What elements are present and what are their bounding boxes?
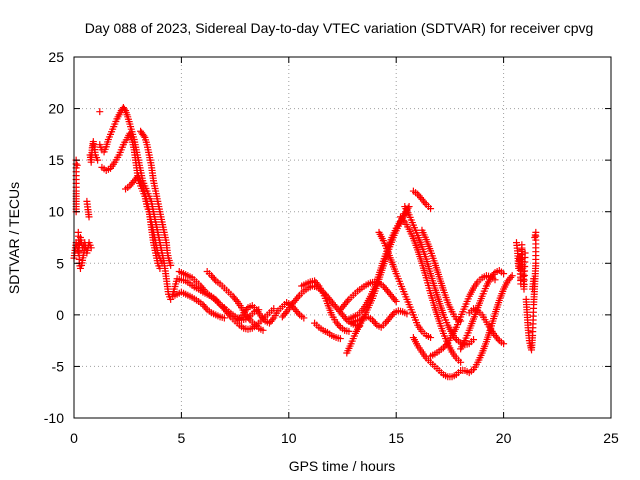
x-tick-label: 0 bbox=[70, 430, 78, 446]
data-point bbox=[202, 304, 210, 312]
series-sat-f bbox=[122, 172, 164, 272]
series-sat-o bbox=[311, 319, 344, 343]
y-tick-label: -5 bbox=[52, 358, 65, 374]
data-point bbox=[490, 270, 498, 278]
data-point bbox=[345, 327, 353, 335]
y-tick-label: 15 bbox=[48, 152, 64, 168]
data-point bbox=[521, 249, 529, 257]
data-point bbox=[268, 316, 276, 324]
data-point bbox=[421, 199, 429, 207]
data-marks bbox=[70, 104, 540, 381]
x-tick-label: 5 bbox=[178, 430, 186, 446]
series-sat-r bbox=[345, 207, 411, 323]
chart-title: Day 088 of 2023, Sidereal Day-to-day VTE… bbox=[85, 20, 594, 36]
series-sat-ac bbox=[512, 228, 540, 354]
series-sat-n bbox=[298, 277, 353, 335]
y-tick-label: 5 bbox=[56, 255, 64, 271]
data-point bbox=[215, 299, 223, 307]
y-tick-label: -10 bbox=[44, 410, 64, 426]
data-point bbox=[260, 315, 268, 323]
data-point bbox=[427, 334, 435, 342]
y-axis-label: SDTVAR / TECUs bbox=[6, 182, 22, 294]
data-point bbox=[167, 261, 175, 269]
series-sat-j bbox=[169, 288, 228, 322]
data-point bbox=[94, 156, 102, 164]
series-sat-x bbox=[418, 226, 465, 325]
data-point bbox=[76, 264, 84, 272]
data-point bbox=[500, 270, 508, 278]
series-sat-s bbox=[347, 307, 411, 331]
data-point bbox=[494, 335, 502, 343]
x-tick-label: 15 bbox=[388, 430, 404, 446]
data-point bbox=[399, 216, 407, 224]
data-point bbox=[427, 205, 435, 213]
x-tick-label: 20 bbox=[496, 430, 512, 446]
y-tick-label: 25 bbox=[48, 49, 64, 65]
data-point bbox=[294, 309, 302, 317]
series-sat-aa bbox=[457, 267, 508, 353]
series-sat-t bbox=[375, 228, 435, 342]
data-point bbox=[529, 285, 537, 293]
data-point bbox=[371, 319, 379, 327]
series-sat-u bbox=[409, 187, 435, 213]
data-point bbox=[442, 340, 450, 348]
series-sat-ab bbox=[465, 305, 508, 348]
data-point bbox=[470, 336, 478, 344]
data-point bbox=[156, 264, 164, 272]
data-point bbox=[210, 275, 218, 283]
plot-frame bbox=[73, 56, 612, 419]
series-sat-h bbox=[175, 268, 278, 333]
data-point bbox=[403, 310, 411, 318]
data-point bbox=[457, 358, 465, 366]
y-tick-label: 10 bbox=[48, 204, 64, 220]
data-point bbox=[300, 314, 308, 322]
data-point bbox=[232, 296, 240, 304]
data-point bbox=[500, 340, 508, 348]
data-point bbox=[81, 244, 89, 252]
x-tick-label: 25 bbox=[603, 430, 619, 446]
series-sat-l bbox=[235, 298, 308, 327]
series-sat-c bbox=[83, 138, 102, 221]
data-point bbox=[140, 132, 148, 140]
data-point bbox=[508, 272, 516, 280]
data-point bbox=[344, 297, 352, 305]
x-axis-label: GPS time / hours bbox=[289, 458, 396, 474]
data-point bbox=[243, 305, 251, 313]
data-point bbox=[389, 311, 397, 319]
data-point bbox=[507, 273, 515, 281]
data-point bbox=[391, 296, 399, 304]
data-point bbox=[281, 309, 289, 317]
data-point bbox=[73, 161, 81, 169]
x-tick-label: 10 bbox=[281, 430, 297, 446]
data-point bbox=[313, 280, 321, 288]
series-sat-y bbox=[409, 272, 516, 381]
data-point bbox=[220, 314, 228, 322]
series-sat-v bbox=[401, 203, 478, 349]
data-point bbox=[392, 297, 400, 305]
data-point bbox=[531, 234, 539, 241]
data-point bbox=[335, 322, 343, 330]
data-point bbox=[120, 105, 128, 113]
series-sat-d bbox=[96, 104, 175, 303]
data-point bbox=[294, 293, 302, 301]
data-point bbox=[270, 305, 278, 313]
y-tick-label: 0 bbox=[56, 307, 64, 323]
series-sat-w bbox=[396, 213, 465, 366]
data-point bbox=[259, 326, 267, 334]
series-sat-b bbox=[72, 156, 89, 272]
y-tick-label: 20 bbox=[48, 101, 64, 117]
axis-ticks: 0 5 10 15 20 25 -10 -5 0 5 10 15 20 25 bbox=[44, 49, 619, 446]
data-point bbox=[336, 335, 344, 343]
data-point bbox=[96, 108, 104, 116]
data-point bbox=[245, 314, 253, 322]
series-sat-g bbox=[137, 127, 175, 269]
data-point bbox=[85, 213, 93, 221]
data-point bbox=[87, 244, 95, 252]
